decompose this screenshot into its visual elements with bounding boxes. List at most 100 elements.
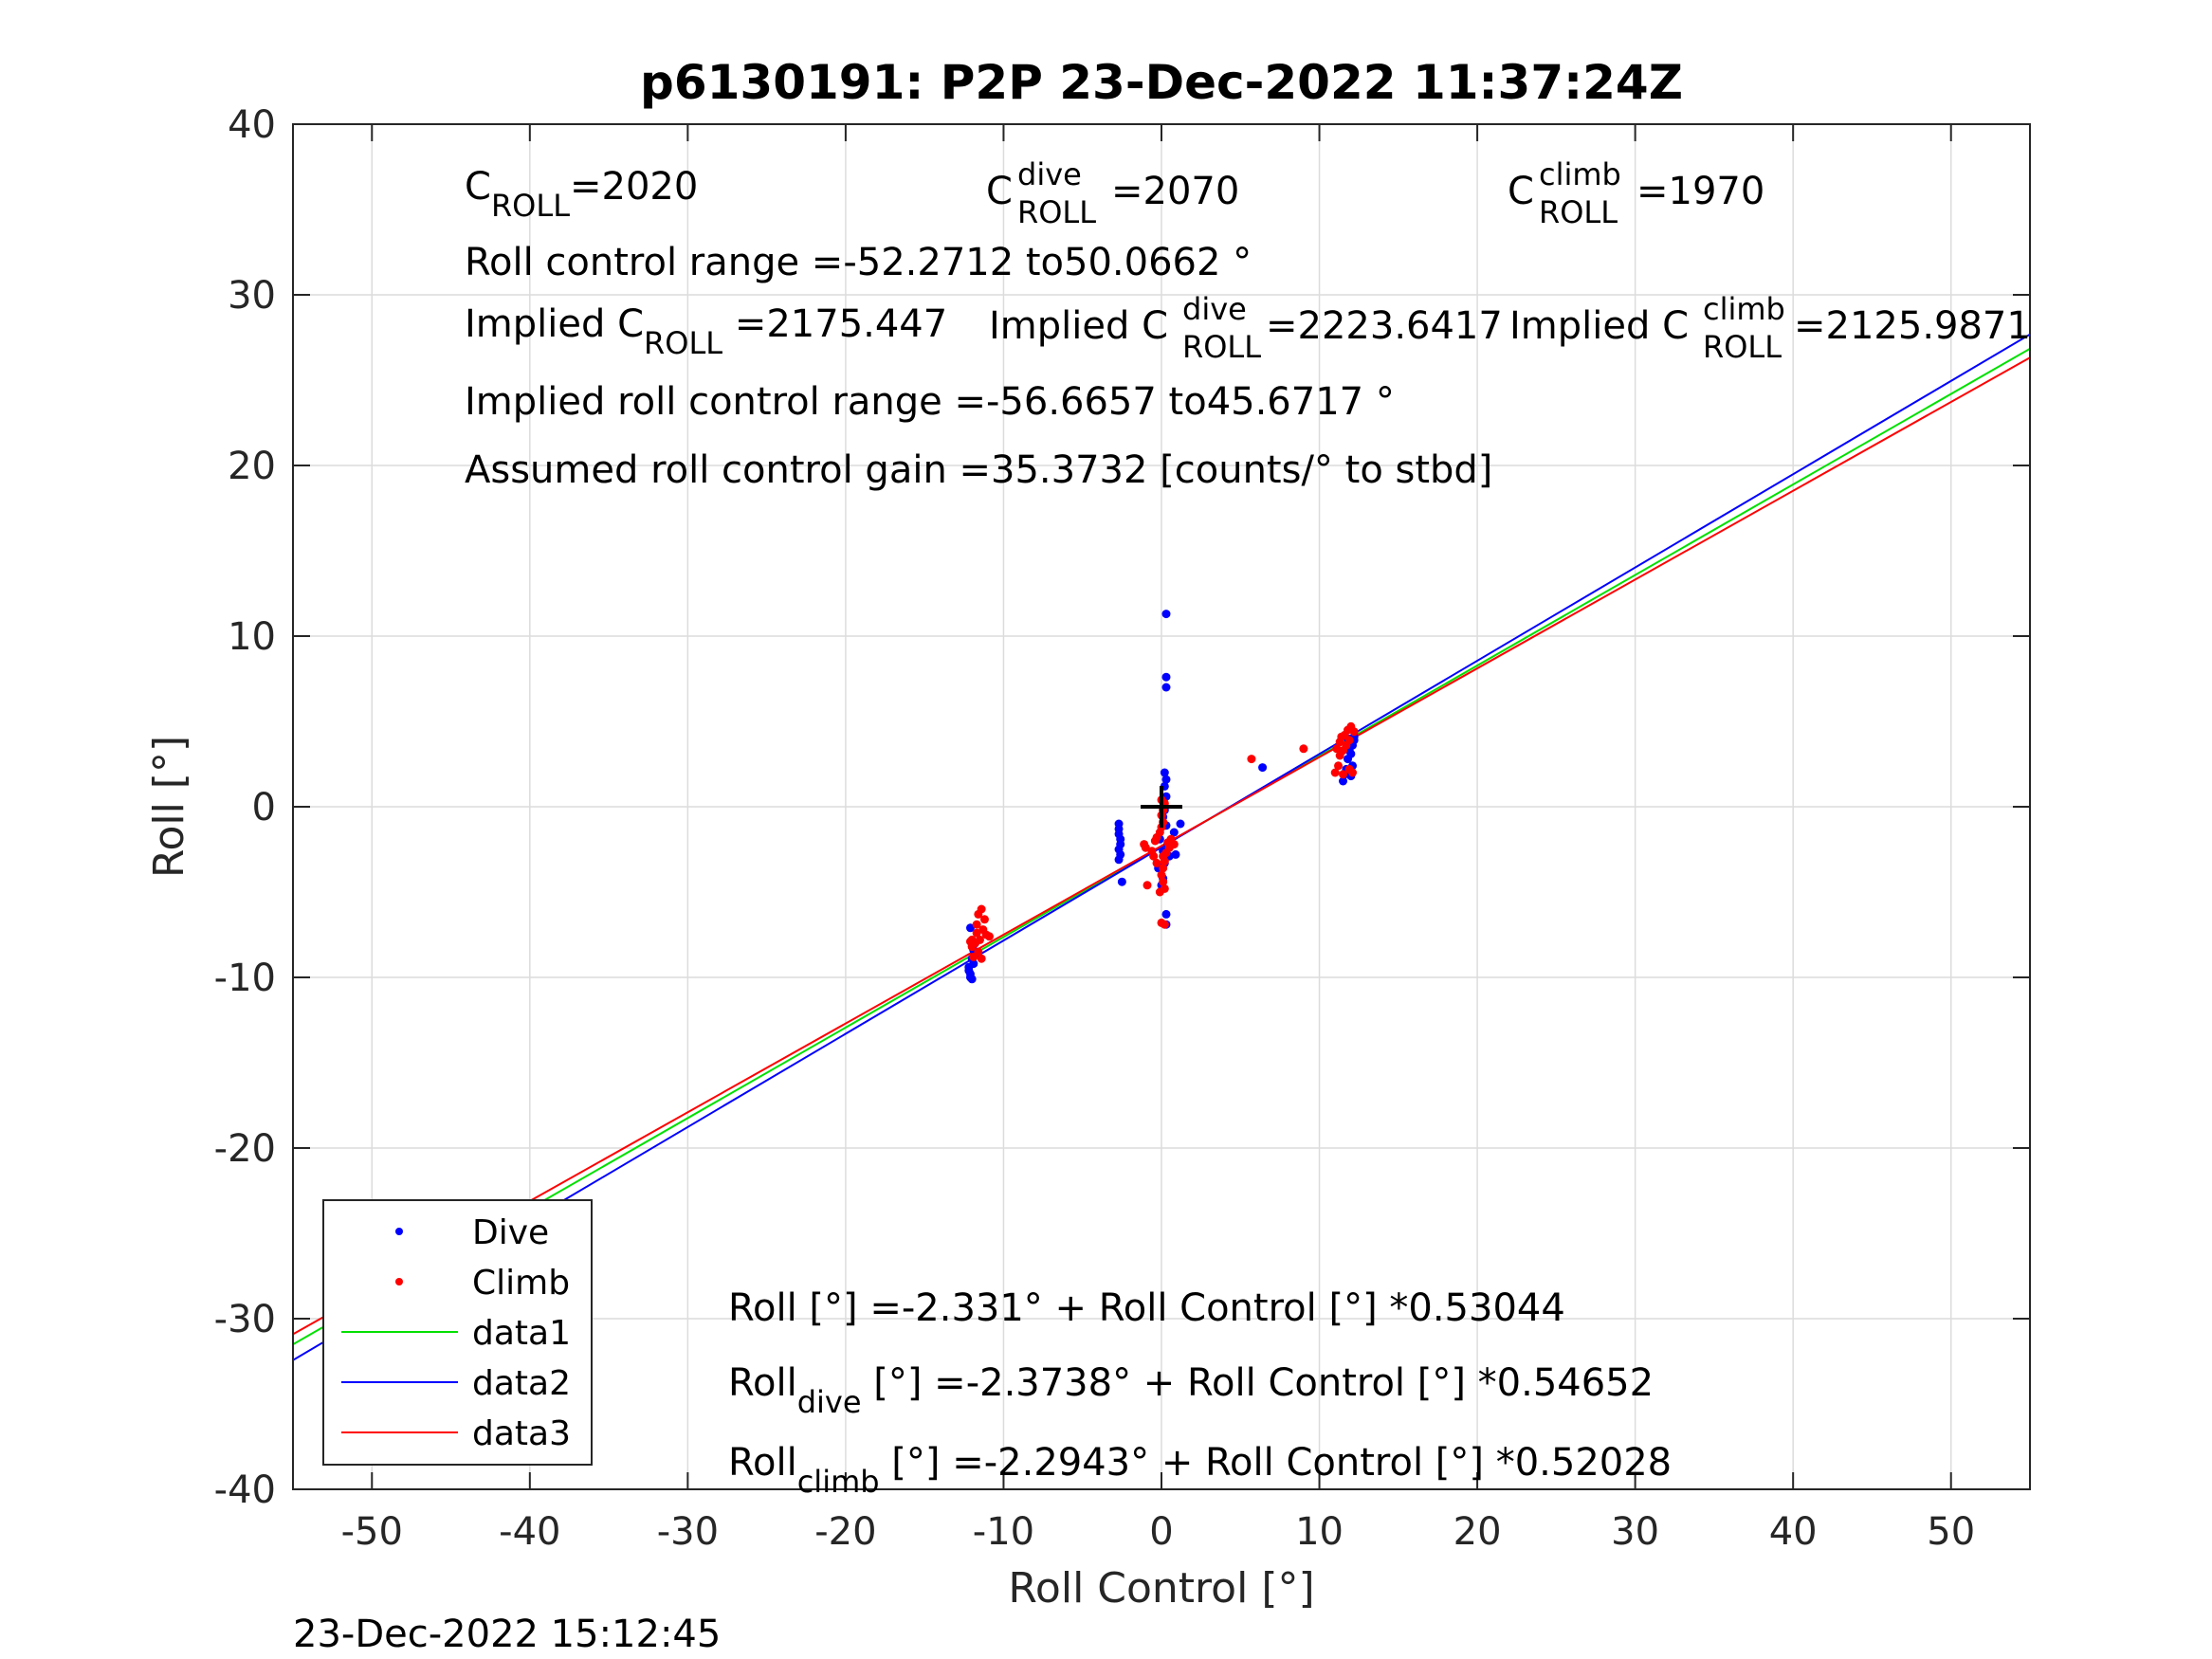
dive-point — [1161, 909, 1171, 919]
c-climb-value: =1970 — [1636, 170, 1764, 213]
implied-c-climb-base: Implied C — [1509, 304, 1689, 348]
climb-point — [1143, 881, 1152, 890]
climb-point — [1247, 755, 1256, 764]
implied-c-dive-base: Implied C — [989, 304, 1168, 348]
implied-c-dive-sub: ROLL — [1182, 329, 1261, 365]
climb-point — [1160, 920, 1169, 929]
dive-point — [1117, 877, 1126, 886]
climb-point — [1157, 870, 1166, 880]
climb-point — [1349, 727, 1359, 737]
y-axis-label: Roll [°] — [145, 736, 193, 878]
fit-climb-annotation: Rollclimb [°] =-2.2943° + Roll Control [… — [728, 1441, 1672, 1500]
x-axis-label: Roll Control [°] — [1008, 1564, 1314, 1613]
climb-point — [967, 935, 977, 944]
climb-point — [1152, 858, 1161, 867]
dive-point — [965, 973, 975, 982]
climb-point — [969, 952, 978, 961]
c-roll-value: =2020 — [570, 165, 698, 209]
x-tick-label: 30 — [1611, 1510, 1659, 1554]
c-roll-annotation: CROLL=2020 — [465, 165, 698, 224]
implied-c-roll-value: =2175.447 — [722, 302, 947, 346]
implied-c-climb-sup: climb — [1703, 291, 1785, 327]
x-tick-label: 10 — [1295, 1510, 1344, 1554]
chart-title: p6130191: P2P 23-Dec-2022 11:37:24Z — [640, 55, 1683, 110]
y-tick-label: 40 — [228, 103, 276, 147]
x-tick-label: -50 — [341, 1510, 403, 1554]
y-tick-label: 0 — [252, 786, 276, 830]
y-tick-label: -10 — [214, 957, 276, 1000]
legend-data1-label: data1 — [472, 1314, 571, 1353]
fit-line-data3 — [293, 356, 2030, 1336]
climb-point — [1141, 843, 1150, 852]
climb-point — [1339, 770, 1348, 779]
y-tick-label: -40 — [214, 1468, 276, 1512]
dive-point — [1171, 849, 1180, 859]
x-tick-label: -30 — [657, 1510, 719, 1554]
origin-marker — [1141, 786, 1182, 828]
implied-c-roll-base: Implied C — [465, 302, 644, 346]
gain-annotation: Assumed roll control gain =35.3732 [coun… — [465, 448, 1492, 492]
y-tick-label: 20 — [228, 445, 276, 488]
x-tick-label: -20 — [814, 1510, 876, 1554]
fit-climb-rest: [°] =-2.2943° + Roll Control [°] *0.5202… — [880, 1441, 1673, 1485]
climb-point — [1348, 768, 1358, 777]
y-tick-label: -30 — [214, 1298, 276, 1341]
implied-c-climb-value: =2125.9871 — [1794, 304, 2031, 348]
climb-point — [1335, 738, 1344, 747]
x-tick-label: -40 — [499, 1510, 560, 1554]
fit-dive-base: Roll — [728, 1361, 797, 1405]
climb-point — [1332, 744, 1342, 754]
x-tick-labels: -50 -40 -30 -20 -10 0 10 20 30 40 50 — [341, 1510, 1976, 1554]
c-roll-sub: ROLL — [491, 188, 570, 224]
climb-point — [972, 920, 981, 929]
generated-timestamp: 23-Dec-2022 15:12:45 — [293, 1613, 721, 1656]
x-tick-label: -10 — [973, 1510, 1034, 1554]
dive-point — [1346, 749, 1356, 758]
x-tick-label: 40 — [1769, 1510, 1818, 1554]
dive-point — [1160, 768, 1169, 777]
climb-point — [1155, 887, 1164, 897]
dive-point — [1258, 763, 1268, 773]
implied-c-roll-sub: ROLL — [644, 325, 722, 361]
x-tick-label: 50 — [1927, 1510, 1975, 1554]
c-climb-base: C — [1508, 170, 1534, 213]
x-tick-label: 20 — [1453, 1510, 1502, 1554]
dive-point — [1161, 610, 1171, 619]
annotations: CROLL=2020 C dive ROLL =2070 C climb ROL… — [465, 156, 2031, 1500]
climb-series — [965, 721, 1359, 963]
y-tick-label: 30 — [228, 274, 276, 318]
climb-point — [1159, 877, 1168, 886]
dive-point — [1114, 855, 1124, 865]
fit-climb-base: Roll — [728, 1441, 797, 1485]
dive-point — [1161, 775, 1171, 784]
c-climb-sub: ROLL — [1539, 194, 1618, 230]
legend-data3-label: data3 — [472, 1414, 571, 1453]
climb-point — [1169, 840, 1179, 849]
legend-dive-marker — [395, 1228, 403, 1235]
tick-marks — [293, 123, 2030, 1490]
climb-point — [1159, 864, 1168, 873]
y-tick-label: -20 — [214, 1127, 276, 1171]
c-climb-sup: climb — [1539, 156, 1621, 192]
legend-climb-label: Climb — [472, 1264, 570, 1303]
dive-point — [1161, 683, 1171, 692]
climb-point — [1160, 857, 1169, 866]
c-dive-value: =2070 — [1111, 170, 1239, 213]
dive-point — [1161, 672, 1171, 682]
climb-point — [1299, 744, 1308, 754]
climb-point — [977, 954, 986, 963]
c-dive-sub: ROLL — [1017, 194, 1096, 230]
implied-c-dive-sup: dive — [1182, 291, 1247, 327]
fit-climb-sub: climb — [797, 1464, 880, 1500]
c-roll-base: C — [465, 165, 491, 209]
fit-all-annotation: Roll [°] =-2.331° + Roll Control [°] *0.… — [728, 1286, 1565, 1330]
dive-point — [1176, 819, 1185, 829]
implied-range-annotation: Implied roll control range =-56.6657 to4… — [465, 380, 1395, 424]
dive-point — [1169, 828, 1179, 837]
climb-point — [972, 928, 981, 938]
dive-point — [1339, 776, 1348, 786]
legend-dive-label: Dive — [472, 1213, 549, 1252]
fit-dive-rest: [°] =-2.3738° + Roll Control [°] *0.5465… — [862, 1361, 1654, 1405]
implied-c-roll-annotation: Implied CROLL =2175.447 — [465, 302, 947, 361]
